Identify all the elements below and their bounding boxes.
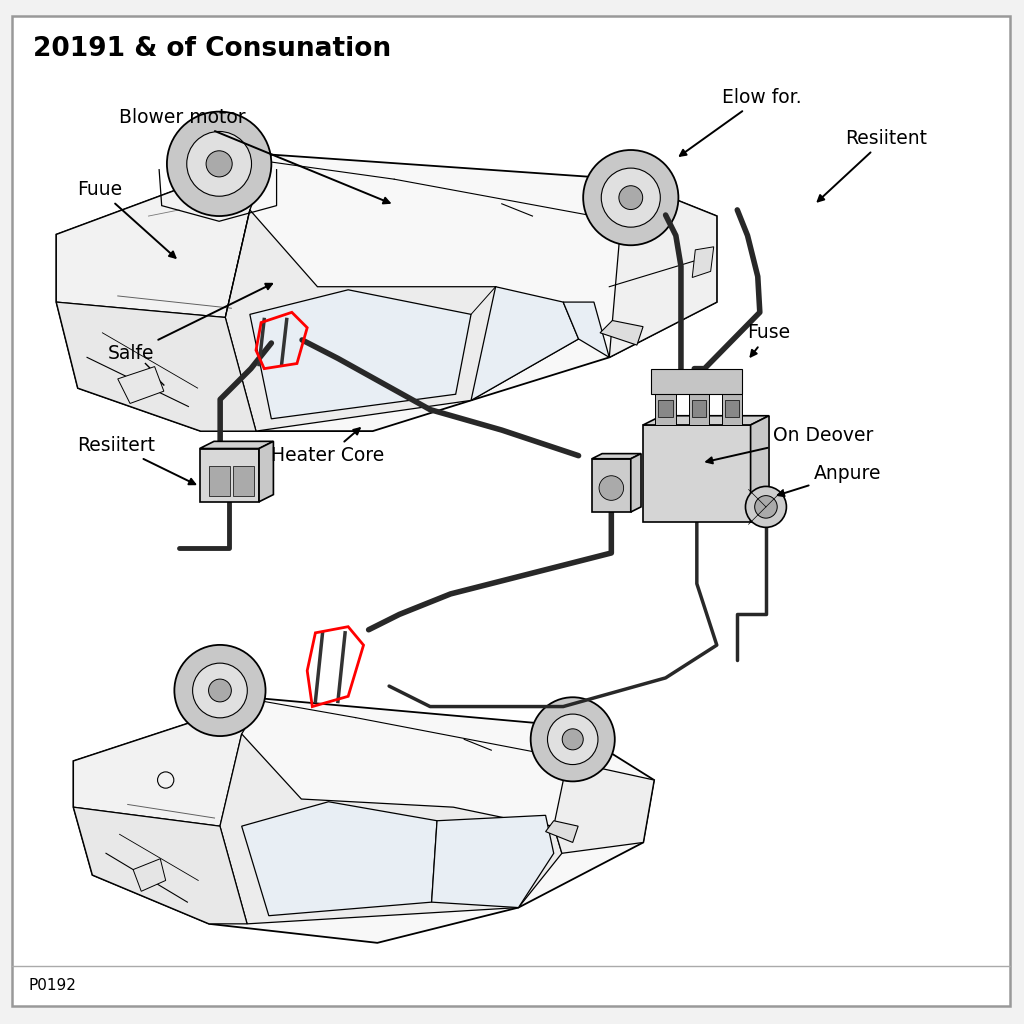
Polygon shape [471,287,579,400]
Text: 20191 & of Consunation: 20191 & of Consunation [33,36,391,61]
Polygon shape [432,815,554,907]
Bar [658,400,673,417]
Polygon shape [56,302,256,431]
Polygon shape [74,698,654,943]
Polygon shape [74,807,247,924]
Circle shape [530,697,614,781]
Polygon shape [563,302,609,357]
Circle shape [186,131,252,197]
Circle shape [167,112,271,216]
Polygon shape [643,416,769,425]
Polygon shape [133,859,166,891]
Polygon shape [592,454,641,459]
Polygon shape [118,367,164,403]
Circle shape [206,151,232,177]
Text: Blower motor: Blower motor [119,109,390,204]
Polygon shape [751,416,769,522]
Bar [651,369,742,394]
Text: Heater Core: Heater Core [271,428,385,465]
Polygon shape [225,210,579,431]
Polygon shape [554,761,654,853]
Text: Fuse: Fuse [748,324,791,356]
Bar [725,400,739,417]
Polygon shape [56,155,271,317]
Text: Resiitert: Resiitert [77,436,196,484]
Text: Resiitent: Resiitent [818,129,927,202]
Bar [592,459,631,512]
Polygon shape [242,802,437,915]
Bar [722,394,742,425]
Circle shape [618,185,643,210]
Text: P0192: P0192 [29,978,77,992]
Bar [655,394,676,425]
Polygon shape [74,698,263,826]
Text: Fuue: Fuue [77,180,175,258]
Circle shape [562,729,584,750]
Circle shape [174,645,265,736]
Text: Anpure: Anpure [778,464,882,497]
Bar [691,400,706,417]
Polygon shape [250,290,471,419]
Polygon shape [546,821,579,843]
Polygon shape [609,179,717,357]
Circle shape [193,664,248,718]
Polygon shape [600,321,643,345]
Circle shape [745,486,786,527]
Polygon shape [631,454,641,512]
Bar [643,425,751,522]
Polygon shape [692,247,714,278]
Bar [688,394,709,425]
Circle shape [601,168,660,227]
Bar [209,466,229,496]
Circle shape [209,679,231,701]
Text: Salfe: Salfe [108,284,272,362]
Polygon shape [56,155,717,431]
Circle shape [584,151,678,246]
Polygon shape [200,441,273,449]
Circle shape [599,476,624,501]
Polygon shape [220,734,562,924]
Bar [233,466,254,496]
Text: On Deover: On Deover [707,426,873,464]
Circle shape [755,496,777,518]
Text: Elow for.: Elow for. [680,88,802,156]
Bar [200,449,259,502]
Circle shape [548,714,598,765]
Polygon shape [259,441,273,502]
